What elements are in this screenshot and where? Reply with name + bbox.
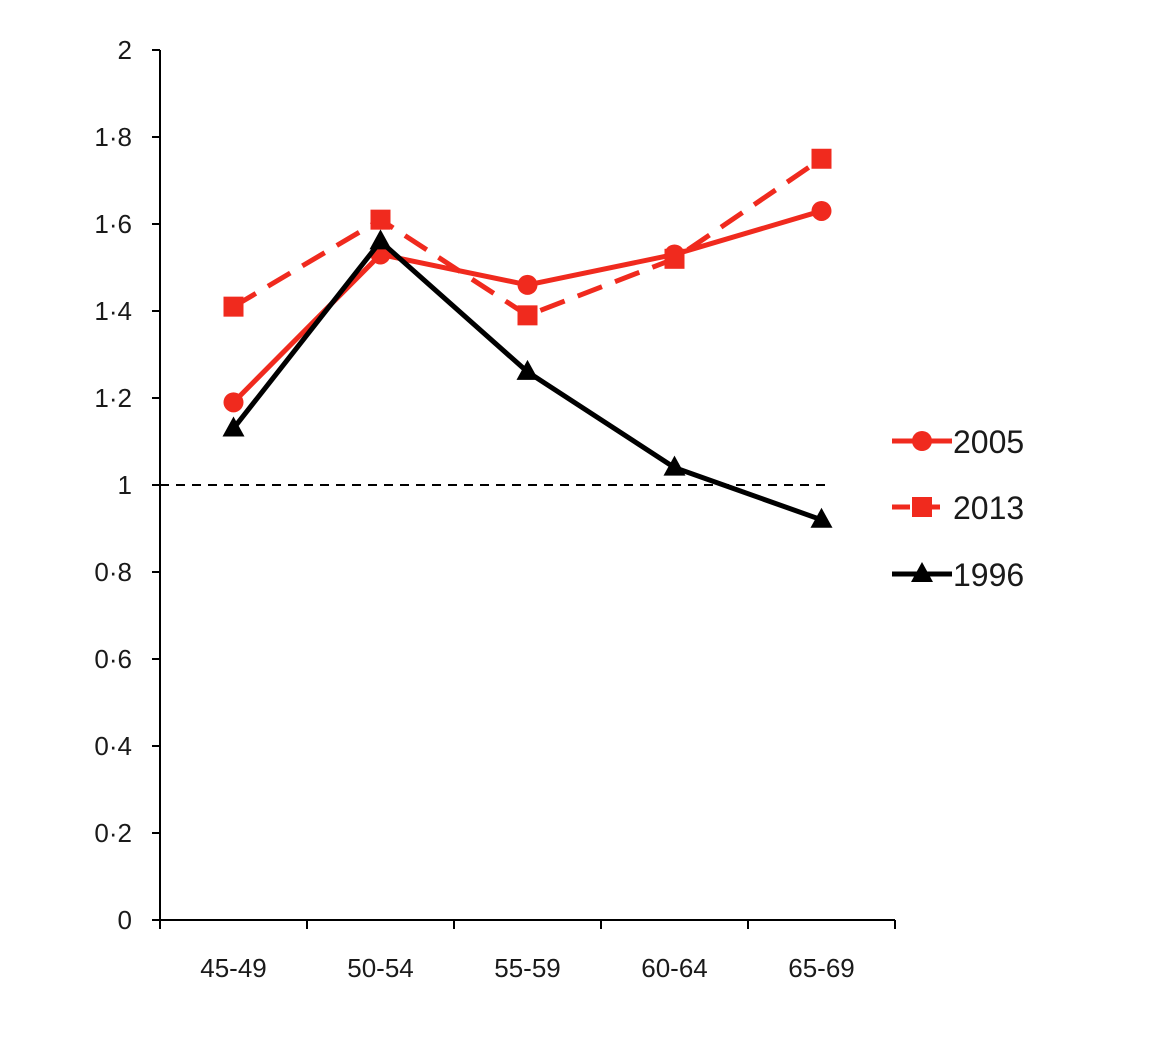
legend-item-1996: 1996 <box>892 557 1024 593</box>
data-point-1996 <box>663 455 686 476</box>
legend-item-2013: 2013 <box>892 490 1024 526</box>
data-point-2005 <box>223 392 244 413</box>
y-tick-label: 0·2 <box>94 818 132 848</box>
legend-item-2005: 2005 <box>892 424 1024 460</box>
y-tick-label: 0·6 <box>94 644 132 674</box>
series-group <box>222 148 833 528</box>
y-tick-label: 2 <box>118 35 132 65</box>
data-point-2013 <box>517 305 538 326</box>
x-tick-label: 50-54 <box>347 953 414 983</box>
legend-label: 2013 <box>953 490 1024 526</box>
data-point-2013 <box>370 209 391 230</box>
data-point-2013 <box>664 248 685 269</box>
y-tick-label: 0 <box>118 905 132 935</box>
series-2013 <box>223 148 832 326</box>
data-point-2013 <box>223 296 244 317</box>
data-point-2005 <box>517 274 538 295</box>
series-1996 <box>222 229 833 528</box>
data-point-2005 <box>811 200 832 221</box>
legend-swatch-marker <box>912 431 932 451</box>
axes: 0 0·2 0·4 0·6 0·8 1 1·2 1·4 1·6 1·8 2 45-49 50-54 55-… <box>94 35 896 983</box>
series-line-2013 <box>232 156 823 318</box>
data-point-1996 <box>516 359 539 380</box>
y-tick-label: 0·4 <box>94 731 132 761</box>
data-point-1996 <box>222 416 245 437</box>
x-tick-label: 65-69 <box>788 953 855 983</box>
y-tick-label: 1 <box>118 470 132 500</box>
x-tick-label: 60-64 <box>641 953 708 983</box>
legend-swatch-marker <box>911 562 933 582</box>
legend-swatch-marker <box>912 497 932 517</box>
data-point-1996 <box>810 507 833 528</box>
x-tick-label: 55-59 <box>494 953 561 983</box>
y-tick-label: 1·6 <box>94 209 132 239</box>
y-tick-label: 0·8 <box>94 557 132 587</box>
y-tick-label: 1·2 <box>94 383 132 413</box>
data-point-2013 <box>811 148 832 169</box>
legend: 2005 2013 1996 <box>892 424 1024 593</box>
data-point-1996 <box>369 229 392 250</box>
x-tick-label: 45-49 <box>200 953 267 983</box>
y-tick-label: 1·8 <box>94 122 132 152</box>
legend-label: 2005 <box>953 424 1024 460</box>
y-tick-label: 1·4 <box>94 296 132 326</box>
legend-label: 1996 <box>953 557 1024 593</box>
